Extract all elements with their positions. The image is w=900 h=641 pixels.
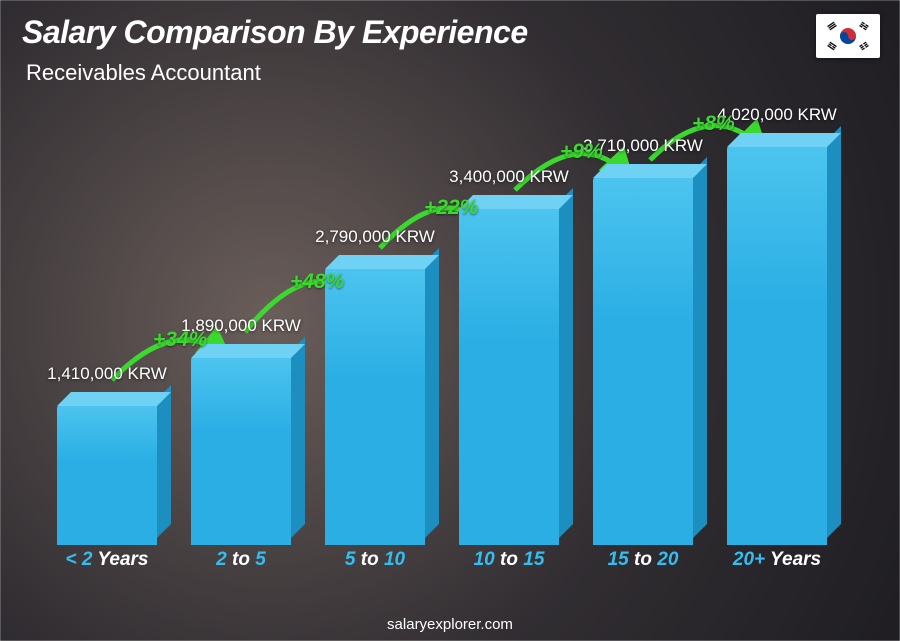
x-axis-labels: < 2 Years2 to 55 to 1010 to 1515 to 2020… — [40, 549, 844, 579]
bar-wrap: 3,400,000 KRW — [442, 100, 576, 545]
bar-front — [57, 406, 157, 545]
bar-side — [827, 126, 841, 538]
stage: Salary Comparison By Experience Receivab… — [0, 0, 900, 641]
x-axis-label: 10 to 15 — [442, 549, 576, 579]
bar-top — [57, 392, 171, 406]
bar — [593, 178, 693, 545]
bar — [191, 358, 291, 545]
bar — [57, 406, 157, 545]
bar-front — [191, 358, 291, 545]
bar — [325, 269, 425, 545]
bar-side — [157, 385, 171, 538]
bar — [459, 209, 559, 545]
bar-front — [727, 147, 827, 545]
bar-wrap: 4,020,000 KRW — [710, 100, 844, 545]
bar-wrap: 1,890,000 KRW — [174, 100, 308, 545]
country-flag-icon — [816, 14, 880, 58]
bar-top — [459, 195, 573, 209]
bar-side — [291, 337, 305, 538]
bar-front — [459, 209, 559, 545]
bar-top — [727, 133, 841, 147]
bars-container: 1,410,000 KRW1,890,000 KRW2,790,000 KRW3… — [40, 100, 844, 545]
x-axis-label: 20+ Years — [710, 549, 844, 579]
bar-side — [425, 248, 439, 538]
bar-front — [593, 178, 693, 545]
bar-wrap: 3,710,000 KRW — [576, 100, 710, 545]
chart-subtitle: Receivables Accountant — [26, 60, 261, 86]
bar-top — [191, 344, 305, 358]
bar-top — [593, 164, 707, 178]
x-axis-label: 15 to 20 — [576, 549, 710, 579]
footer-credit: salaryexplorer.com — [0, 616, 900, 633]
bar — [727, 147, 827, 545]
bar-value-label: 4,020,000 KRW — [677, 105, 877, 125]
chart-title: Salary Comparison By Experience — [22, 14, 528, 51]
x-axis-label: 5 to 10 — [308, 549, 442, 579]
bar-top — [325, 255, 439, 269]
bar-front — [325, 269, 425, 545]
bar-side — [693, 157, 707, 538]
bar-chart: 1,410,000 KRW1,890,000 KRW2,790,000 KRW3… — [40, 100, 844, 579]
bar-side — [559, 188, 573, 538]
x-axis-label: 2 to 5 — [174, 549, 308, 579]
x-axis-label: < 2 Years — [40, 549, 174, 579]
